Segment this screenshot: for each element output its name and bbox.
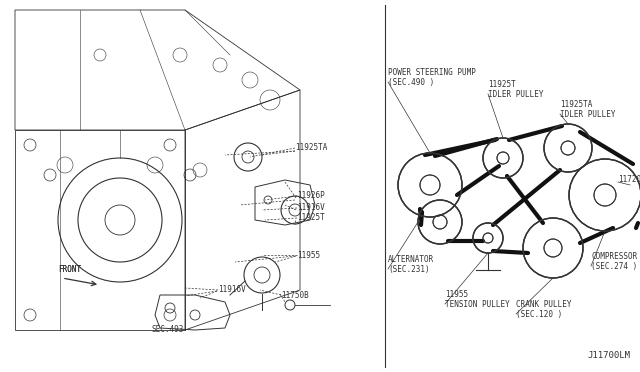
Text: FRONT: FRONT xyxy=(58,266,81,275)
Text: CRANK PULLEY
(SEC.120 ): CRANK PULLEY (SEC.120 ) xyxy=(516,300,572,320)
Text: 11925T: 11925T xyxy=(297,214,324,222)
Text: 11925TA: 11925TA xyxy=(295,144,328,153)
Text: FRONT: FRONT xyxy=(58,266,81,275)
Text: COMPRESSOR
(SEC.274 ): COMPRESSOR (SEC.274 ) xyxy=(591,252,637,272)
Text: 11925TA
IDLER PULLEY: 11925TA IDLER PULLEY xyxy=(560,100,616,119)
Text: 11720N: 11720N xyxy=(618,175,640,184)
Text: ALTERNATOR
(SEC.231): ALTERNATOR (SEC.231) xyxy=(388,255,435,275)
Text: 11926P: 11926P xyxy=(297,192,324,201)
Text: 11916V: 11916V xyxy=(218,285,246,295)
Text: POWER STEERING PUMP
(SEC.490 ): POWER STEERING PUMP (SEC.490 ) xyxy=(388,68,476,87)
Text: 11955
TENSION PULLEY: 11955 TENSION PULLEY xyxy=(445,290,509,310)
Text: 11916V: 11916V xyxy=(297,203,324,212)
Text: J11700LM: J11700LM xyxy=(587,350,630,359)
Text: 11955: 11955 xyxy=(297,250,320,260)
Text: 11750B: 11750B xyxy=(281,291,308,299)
Text: 11925T
IDLER PULLEY: 11925T IDLER PULLEY xyxy=(488,80,543,99)
Text: SEC.493: SEC.493 xyxy=(152,326,184,334)
